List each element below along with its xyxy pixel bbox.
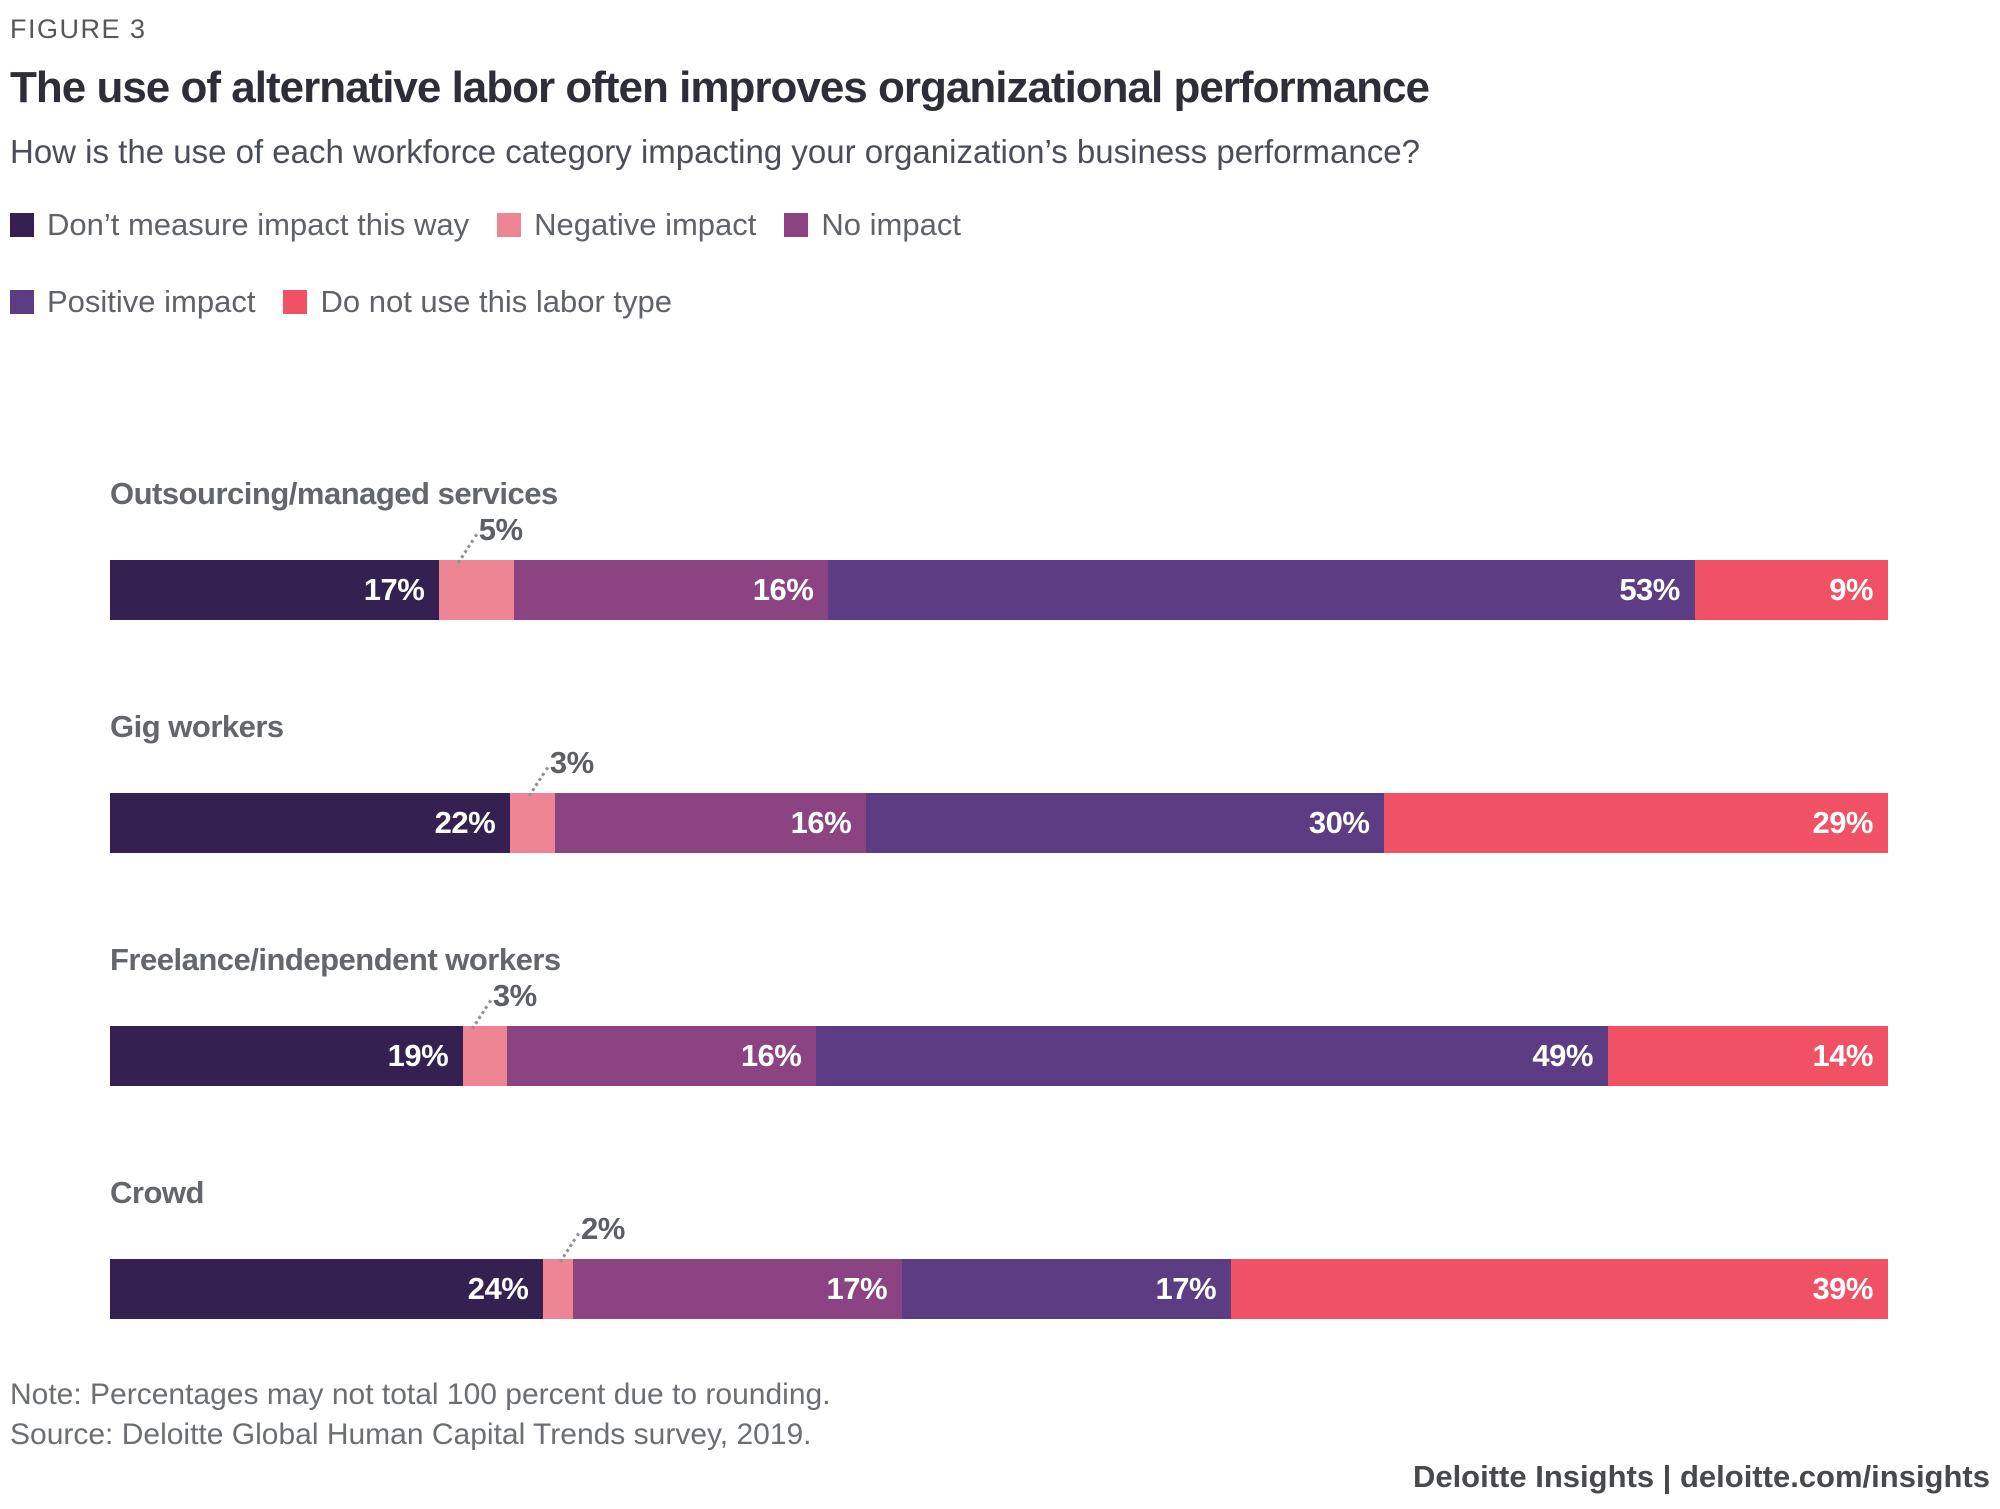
legend-swatch-icon — [784, 213, 809, 237]
segment-positive-impact: 17% — [902, 1259, 1232, 1319]
legend-swatch-icon — [283, 290, 308, 314]
segment-value-label: 49% — [1532, 1038, 1593, 1073]
legend-swatch-icon — [497, 213, 522, 237]
segment-value-label: 19% — [387, 1038, 449, 1073]
chart-title: The use of alternative labor often impro… — [10, 63, 1430, 112]
segment-value-label: 22% — [434, 805, 496, 840]
segment-don-t-measure-impact-this-way: 24% — [110, 1259, 544, 1319]
segment-negative-impact — [439, 560, 514, 620]
callout-value-label: 3% — [549, 745, 594, 780]
segment-value-label: 53% — [1619, 572, 1680, 607]
segment-positive-impact: 49% — [816, 1026, 1608, 1086]
legend-row: Don’t measure impact this way Negative im… — [10, 207, 1990, 243]
segment-negative-impact — [463, 1026, 508, 1086]
footer-branding: Deloitte Insights | deloitte.com/insight… — [1412, 1459, 1990, 1494]
segment-positive-impact: 53% — [828, 560, 1695, 620]
segment-no-impact: 16% — [507, 1026, 817, 1086]
segment-do-not-use-this-labor-type: 9% — [1694, 560, 1888, 620]
segment-value-label: 9% — [1829, 572, 1873, 607]
segment-no-impact: 16% — [513, 560, 829, 620]
callout-layer: 3% — [110, 978, 1888, 1030]
segment-negative-impact — [510, 793, 555, 853]
segment-don-t-measure-impact-this-way: 19% — [110, 1026, 464, 1086]
callout-leader-line — [558, 1232, 581, 1263]
source-text: Source: Deloitte Global Human Capital Tr… — [10, 1418, 812, 1451]
segment-no-impact: 16% — [554, 793, 867, 853]
bar-group-outsourcing-managed-services: Outsourcing/managed services 5% 17% 16% 53% 9… — [110, 476, 1888, 620]
legend-label: Do not use this labor type — [320, 284, 673, 319]
legend-label: Don’t measure impact this way — [47, 207, 470, 242]
callout-layer: 2% — [110, 1211, 1888, 1263]
legend-item-negative-impact: Negative impact — [497, 207, 756, 243]
chart-subtitle: How is the use of each workforce categor… — [10, 133, 1420, 170]
legend-label: Positive impact — [47, 284, 256, 319]
legend-label: No impact — [821, 207, 961, 242]
category-label: Crowd — [110, 1175, 204, 1210]
bar-group-crowd: Crowd 2% 24% 17% 17% 39% — [110, 1175, 1888, 1319]
segment-value-label: 16% — [752, 572, 814, 607]
callout-layer: 5% — [110, 512, 1888, 564]
segment-value-label: 16% — [790, 805, 852, 840]
segment-value-label: 29% — [1812, 805, 1873, 840]
category-label: Freelance/independent workers — [110, 942, 561, 977]
callout-leader-line — [456, 533, 478, 564]
legend-item-positive-impact: Positive impact — [10, 284, 255, 320]
legend-swatch-icon — [10, 290, 34, 314]
legend-item-don-t-measure-impact-this-way: Don’t measure impact this way — [10, 207, 469, 243]
segment-value-label: 30% — [1308, 805, 1370, 840]
segment-positive-impact: 30% — [866, 793, 1385, 853]
callout-value-label: 2% — [580, 1211, 625, 1246]
segment-do-not-use-this-labor-type: 29% — [1384, 793, 1888, 853]
segment-value-label: 14% — [1812, 1038, 1873, 1073]
category-label: Outsourcing/managed services — [110, 476, 558, 511]
segment-value-label: 17% — [1155, 1271, 1217, 1306]
segment-negative-impact — [543, 1259, 574, 1319]
footnote-block: Note: Percentages may not total 100 perc… — [10, 1375, 1990, 1495]
legend-item-do-not-use-this-labor-type: Do not use this labor type — [283, 284, 672, 320]
callout-leader-line — [527, 766, 549, 797]
stacked-bar: 22% 16% 30% 29% — [110, 793, 1888, 853]
stacked-bar: 17% 16% 53% 9% — [110, 560, 1888, 620]
legend-swatch-icon — [10, 213, 34, 237]
legend: Don’t measure impact this way Negative im… — [10, 207, 1990, 320]
bar-group-gig-workers: Gig workers 3% 22% 16% 30% 29% — [110, 709, 1888, 853]
figure-label: FIGURE 3 — [10, 14, 147, 44]
stacked-bar-chart: Outsourcing/managed services 5% 17% 16% 53% 9… — [10, 476, 1990, 1319]
segment-do-not-use-this-labor-type: 14% — [1607, 1026, 1888, 1086]
stacked-bar: 24% 17% 17% 39% — [110, 1259, 1888, 1319]
note-text: Note: Percentages may not total 100 perc… — [10, 1378, 831, 1411]
segment-don-t-measure-impact-this-way: 22% — [110, 793, 511, 853]
bar-group-freelance-independent-workers: Freelance/independent workers 3% 19% 16% 49%… — [110, 942, 1888, 1086]
segment-value-label: 24% — [467, 1271, 529, 1306]
segment-no-impact: 17% — [573, 1259, 903, 1319]
callout-layer: 3% — [110, 745, 1888, 797]
callout-value-label: 5% — [478, 512, 523, 547]
segment-don-t-measure-impact-this-way: 17% — [110, 560, 440, 620]
segment-value-label: 17% — [826, 1271, 888, 1306]
legend-item-no-impact: No impact — [784, 207, 961, 243]
segment-value-label: 17% — [363, 572, 425, 607]
segment-value-label: 39% — [1812, 1271, 1873, 1306]
legend-label: Negative impact — [534, 207, 757, 242]
legend-row: Positive impact Do not use this labor typ… — [10, 284, 1990, 320]
callout-value-label: 3% — [492, 978, 537, 1013]
segment-value-label: 16% — [740, 1038, 802, 1073]
category-label: Gig workers — [110, 709, 284, 744]
callout-leader-line — [470, 999, 492, 1030]
segment-do-not-use-this-labor-type: 39% — [1231, 1259, 1888, 1319]
stacked-bar: 19% 16% 49% 14% — [110, 1026, 1888, 1086]
